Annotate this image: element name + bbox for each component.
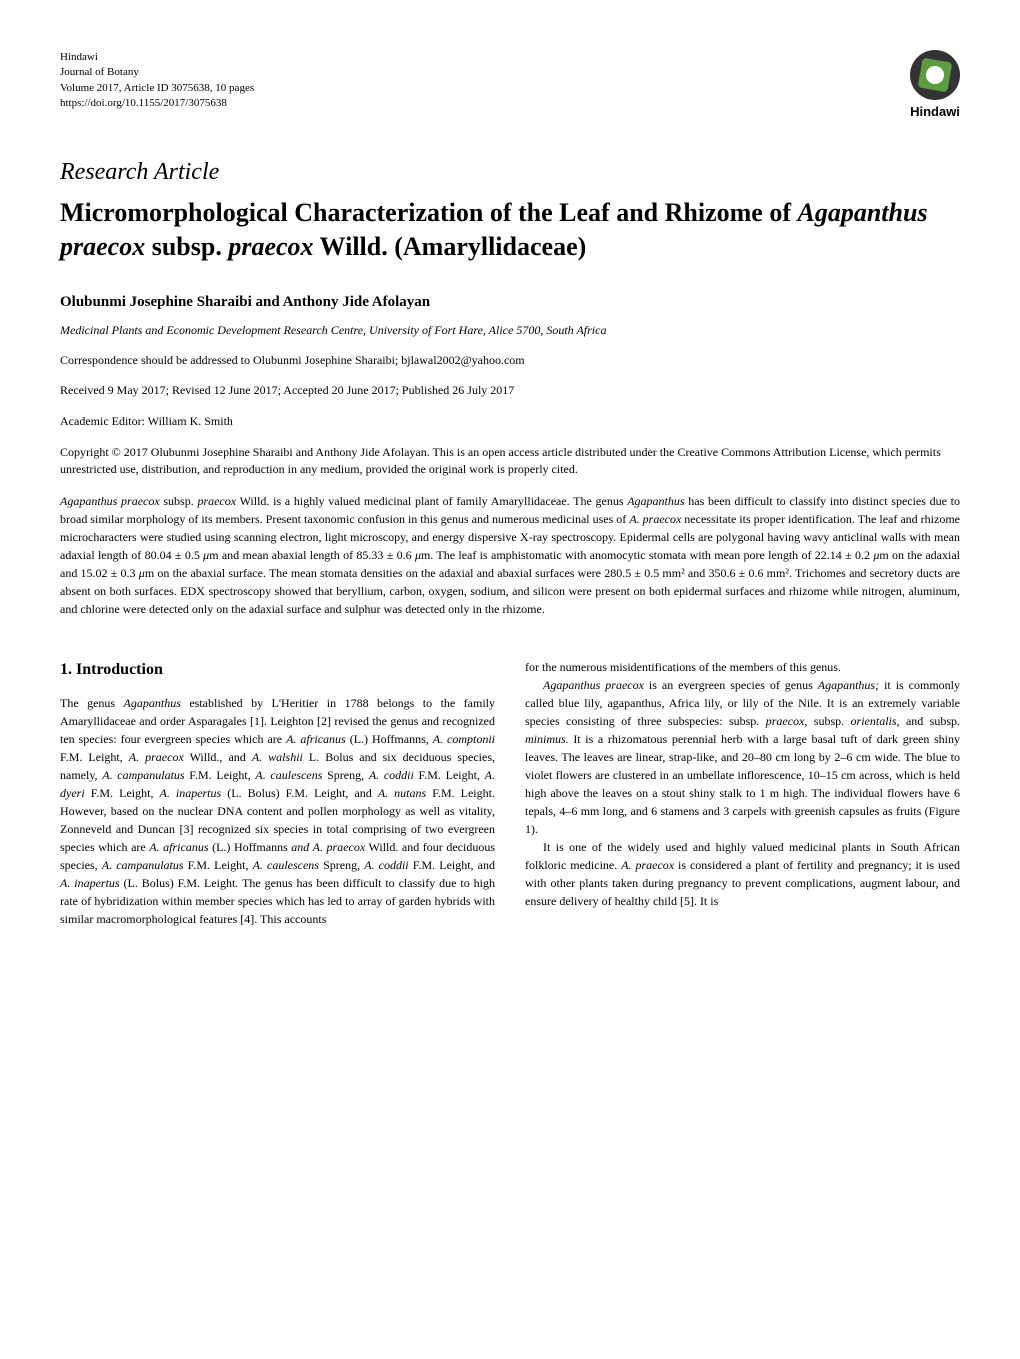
article-title: Micromorphological Characterization of t…: [60, 196, 960, 264]
volume-info: Volume 2017, Article ID 3075638, 10 page…: [60, 81, 254, 96]
dates: Received 9 May 2017; Revised 12 June 201…: [60, 382, 960, 399]
article-type: Research Article: [60, 159, 960, 186]
intro-paragraph-3: It is one of the widely used and highly …: [525, 838, 960, 910]
correspondence: Correspondence should be addressed to Ol…: [60, 352, 960, 369]
abstract: Agapanthus praecox subsp. praecox Willd.…: [60, 492, 960, 618]
section-intro-title: 1. Introduction: [60, 658, 495, 682]
intro-paragraph-1-cont: for the numerous misidentifications of t…: [525, 658, 960, 676]
publisher-name: Hindawi: [60, 50, 254, 65]
affiliation: Medicinal Plants and Economic Developmen…: [60, 323, 960, 338]
left-column: 1. Introduction The genus Agapanthus est…: [60, 658, 495, 928]
logo-text: Hindawi: [910, 104, 960, 119]
journal-info: Hindawi Journal of Botany Volume 2017, A…: [60, 50, 254, 112]
intro-paragraph-1: The genus Agapanthus established by L'He…: [60, 694, 495, 928]
logo-circle-icon: [910, 50, 960, 100]
logo-inner-icon: [918, 58, 953, 93]
right-column: for the numerous misidentifications of t…: [525, 658, 960, 928]
journal-name: Journal of Botany: [60, 65, 254, 80]
intro-paragraph-2: Agapanthus praecox is an evergreen speci…: [525, 676, 960, 838]
academic-editor: Academic Editor: William K. Smith: [60, 413, 960, 430]
body-columns: 1. Introduction The genus Agapanthus est…: [60, 658, 960, 928]
authors: Olubunmi Josephine Sharaibi and Anthony …: [60, 294, 960, 311]
copyright: Copyright © 2017 Olubunmi Josephine Shar…: [60, 444, 960, 478]
hindawi-logo: Hindawi: [910, 50, 960, 119]
doi-link: https://doi.org/10.1155/2017/3075638: [60, 96, 254, 111]
